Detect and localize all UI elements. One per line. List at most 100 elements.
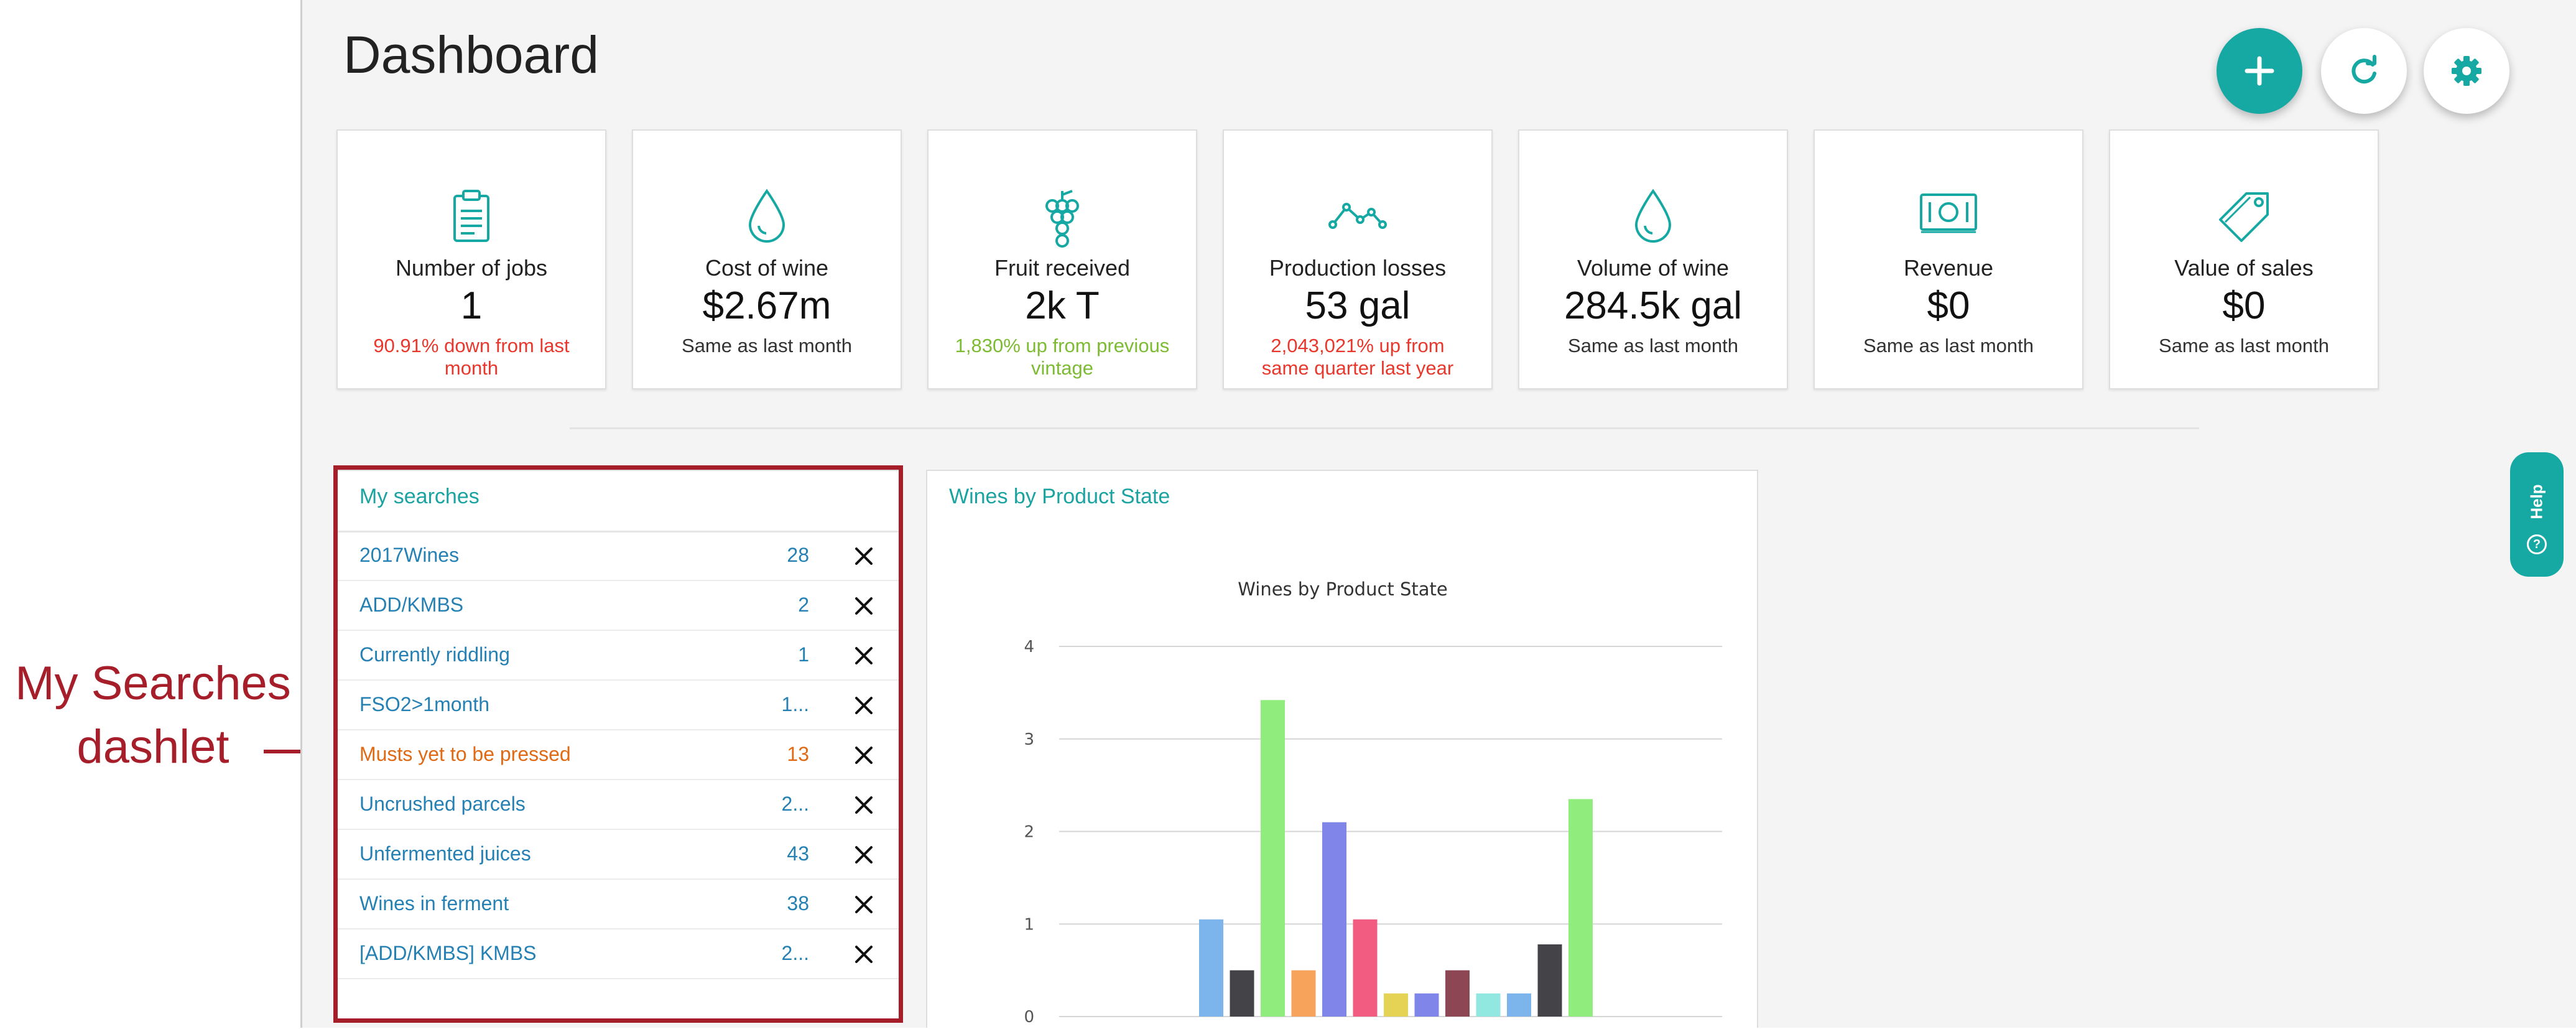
kpi-label: Volume of wine (1577, 255, 1730, 281)
kpi-card-revenue[interactable]: Revenue $0 Same as last month (1814, 129, 2083, 389)
kpi-change: 90.91% down from last month (373, 335, 570, 379)
remove-search-icon[interactable] (851, 842, 876, 867)
kpi-change: Same as last month (2159, 335, 2329, 356)
remove-search-icon[interactable] (851, 643, 876, 668)
remove-search-icon[interactable] (851, 793, 876, 817)
price-tag-icon (2219, 192, 2269, 242)
annotation-area: My Searches dashlet (0, 0, 334, 1028)
kpi-label: Value of sales (2174, 255, 2314, 281)
kpi-label: Cost of wine (705, 255, 829, 281)
search-name[interactable]: Wines in ferment (359, 892, 509, 915)
panel-header-rule (338, 531, 900, 533)
kpi-card-production-losses[interactable]: Production losses 53 gal 2,043,021% up f… (1223, 129, 1493, 389)
grapes-icon (1045, 190, 1079, 248)
search-count: 2... (781, 793, 809, 815)
chart-panel-title: Wines by Product State (949, 485, 1170, 508)
search-name[interactable]: Musts yet to be pressed (359, 743, 571, 765)
search-name[interactable]: Unfermented juices (359, 842, 531, 865)
kpi-label: Fruit received (994, 255, 1131, 281)
kpi-value: 284.5k gal (1564, 284, 1743, 327)
chart-bar[interactable] (1414, 993, 1439, 1017)
droplet-icon (1634, 189, 1672, 243)
search-row[interactable]: Currently riddling 1 (338, 631, 900, 681)
search-count: 38 (787, 892, 809, 915)
search-row[interactable]: Wines in ferment 38 (338, 880, 900, 929)
search-row[interactable]: Uncrushed parcels 2... (338, 780, 900, 830)
search-name[interactable]: ADD/KMBS (359, 594, 464, 616)
section-divider (570, 427, 2199, 429)
help-question-icon: ? (2527, 534, 2547, 554)
chart-bar[interactable] (1507, 993, 1531, 1017)
remove-search-icon[interactable] (851, 743, 876, 768)
search-row[interactable]: FSO2>1month 1... (338, 681, 900, 730)
chart-title: Wines by Product State (1238, 579, 1448, 600)
trend-line-icon (1328, 203, 1387, 229)
refresh-button[interactable] (2321, 28, 2407, 114)
remove-search-icon[interactable] (851, 594, 876, 618)
add-button[interactable] (2217, 28, 2302, 114)
clipboard-icon (453, 190, 489, 242)
bar-chart: Wines by Product State 0 1 2 3 4 (1024, 579, 1722, 1027)
search-name[interactable]: Currently riddling (359, 643, 510, 666)
chart-bar[interactable] (1537, 944, 1562, 1017)
my-searches-dashlet: My searches 2017Wines 28 ADD/KMBS 2 Currentl… (336, 470, 901, 1020)
remove-search-icon[interactable] (851, 544, 876, 569)
kpi-value: 1 (460, 284, 483, 327)
kpi-change: 2,043,021% up from same quarter last yea… (1261, 335, 1454, 379)
chart-bar[interactable] (1322, 822, 1346, 1017)
kpi-card-fruit-received[interactable]: Fruit received 2k T 1,830% up from previ… (927, 129, 1197, 389)
kpi-label: Production losses (1269, 255, 1447, 281)
remove-search-icon[interactable] (851, 693, 876, 718)
kpi-card-number-of-jobs[interactable]: Number of jobs 1 90.91% down from last m… (336, 129, 606, 389)
chart-bar[interactable] (1568, 799, 1593, 1017)
search-row[interactable]: [ADD/KMBS] KMBS 2... (338, 929, 900, 979)
kpi-card-volume-of-wine[interactable]: Volume of wine 284.5k gal Same as last m… (1518, 129, 1788, 389)
y-tick-label: 4 (1024, 638, 1034, 656)
search-count: 28 (787, 544, 809, 566)
chart-bar[interactable] (1199, 919, 1223, 1017)
refresh-icon (2351, 55, 2376, 84)
chart-bar[interactable] (1353, 919, 1378, 1017)
kpi-change: Same as last month (1568, 335, 1738, 356)
annotation-connector (264, 750, 334, 753)
my-searches-title: My searches (359, 485, 480, 508)
chart-bar[interactable] (1384, 993, 1408, 1017)
search-row[interactable]: ADD/KMBS 2 (338, 581, 900, 631)
page-title: Dashboard (343, 26, 599, 84)
kpi-value: 53 gal (1305, 284, 1411, 327)
kpi-value: $2.67m (702, 284, 832, 327)
search-row[interactable]: Unfermented juices 43 (338, 830, 900, 880)
kpi-value: $0 (2222, 284, 2266, 327)
y-tick-label: 2 (1024, 823, 1034, 842)
settings-button[interactable] (2424, 28, 2509, 114)
kpi-change: Same as last month (682, 335, 852, 356)
chart-bar[interactable] (1230, 970, 1254, 1017)
search-name[interactable]: FSO2>1month (359, 693, 489, 715)
search-name[interactable]: 2017Wines (359, 544, 460, 566)
help-tab[interactable]: Help ? (2510, 452, 2564, 577)
remove-search-icon[interactable] (851, 942, 876, 967)
search-count: 1... (781, 693, 809, 715)
remove-search-icon[interactable] (851, 892, 876, 917)
kpi-card-cost-of-wine[interactable]: Cost of wine $2.67m Same as last month (632, 129, 902, 389)
money-icon (1920, 193, 1977, 233)
chart-bar[interactable] (1445, 970, 1470, 1017)
chart-bar[interactable] (1476, 993, 1501, 1017)
kpi-change: Same as last month (1863, 335, 2034, 356)
y-tick-label: 3 (1024, 730, 1034, 749)
search-name[interactable]: [ADD/KMBS] KMBS (359, 942, 537, 964)
y-tick-label: 1 (1024, 915, 1034, 934)
gear-icon (2452, 56, 2481, 86)
search-name[interactable]: Uncrushed parcels (359, 793, 526, 815)
kpi-change: 1,830% up from previous vintage (955, 335, 1170, 379)
kpi-card-value-of-sales[interactable]: Value of sales $0 Same as last month (2109, 129, 2379, 389)
kpi-value: $0 (1927, 284, 1970, 327)
chart-bar[interactable] (1291, 970, 1316, 1017)
search-row[interactable]: 2017Wines 28 (338, 531, 900, 581)
chart-bar[interactable] (1261, 700, 1285, 1017)
plus-icon (2245, 56, 2274, 86)
kpi-label: Number of jobs (395, 255, 548, 281)
search-row[interactable]: Musts yet to be pressed 13 (338, 730, 900, 780)
wines-by-product-state-dashlet: Wines by Product State Wines by Product … (926, 470, 1758, 1028)
search-count: 2 (798, 594, 809, 616)
